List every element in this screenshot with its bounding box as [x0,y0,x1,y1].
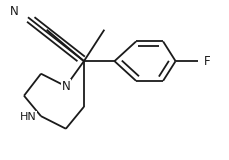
Text: HN: HN [20,112,36,122]
Text: F: F [204,55,210,68]
Text: N: N [9,5,18,18]
Text: N: N [62,80,70,93]
